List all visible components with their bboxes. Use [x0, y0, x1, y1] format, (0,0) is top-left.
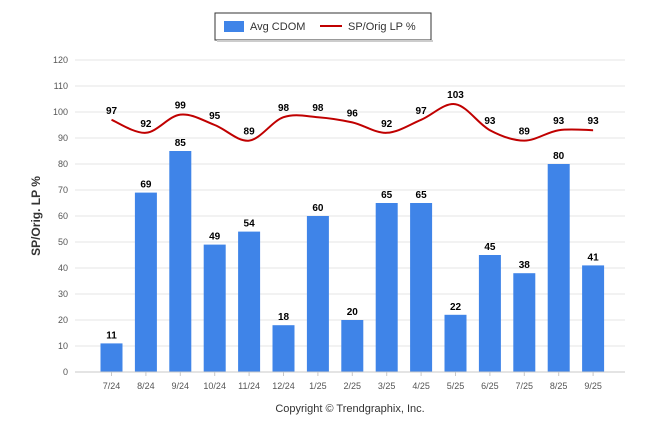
- bar-label-8/24: 69: [140, 180, 152, 191]
- x-tick-label-6/25: 6/25: [481, 381, 499, 391]
- bar-7/25: [513, 273, 536, 372]
- x-tick-label-9/25: 9/25: [584, 381, 602, 391]
- line-label-7/25: 89: [519, 127, 531, 138]
- bar-10/24: [203, 244, 226, 372]
- line-label-9/24: 99: [175, 101, 187, 112]
- bar-label-11/24: 54: [244, 219, 256, 230]
- x-tick-label-4/25: 4/25: [412, 381, 430, 391]
- y-tick-label-50: 50: [58, 237, 68, 247]
- line-label-4/25: 97: [416, 106, 428, 117]
- line-label-8/24: 92: [140, 119, 152, 130]
- x-tick-label-5/25: 5/25: [447, 381, 465, 391]
- bar-label-12/24: 18: [278, 312, 290, 323]
- bar-label-9/25: 41: [588, 252, 600, 263]
- bar-series: [100, 151, 605, 372]
- x-tick-label-9/24: 9/24: [172, 381, 190, 391]
- bar-label-1/25: 60: [312, 203, 324, 214]
- bar-7/24: [100, 343, 123, 372]
- x-tick-label-3/25: 3/25: [378, 381, 396, 391]
- gridlines: [75, 59, 625, 347]
- y-tick-label-70: 70: [58, 185, 68, 195]
- y-tick-label-100: 100: [53, 107, 68, 117]
- x-tick-label-10/24: 10/24: [203, 381, 226, 391]
- y-axis-label: SP/Orig. LP %: [29, 176, 43, 256]
- y-tick-label-40: 40: [58, 263, 68, 273]
- y-tick-label-80: 80: [58, 159, 68, 169]
- x-tick-label-12/24: 12/24: [272, 381, 295, 391]
- line-label-2/25: 96: [347, 108, 359, 119]
- bar-1/25: [306, 216, 329, 372]
- line-label-5/25: 103: [447, 90, 464, 101]
- y-tick-label-30: 30: [58, 289, 68, 299]
- y-tick-label-90: 90: [58, 133, 68, 143]
- bar-5/25: [444, 314, 467, 372]
- bar-label-10/24: 49: [209, 232, 221, 243]
- bar-6/25: [478, 255, 501, 372]
- legend: Avg CDOM SP/Orig LP %: [214, 12, 433, 42]
- line-label-10/24: 95: [209, 111, 221, 122]
- bar-8/25: [547, 164, 570, 372]
- y-tick-label-0: 0: [63, 367, 68, 377]
- bar-label-3/25: 65: [381, 190, 393, 201]
- line-label-11/24: 89: [244, 127, 256, 138]
- bar-label-9/24: 85: [175, 138, 187, 149]
- bar-label-6/25: 45: [484, 242, 496, 253]
- line-label-1/25: 98: [312, 103, 324, 114]
- line-label-6/25: 93: [484, 116, 496, 127]
- bar-9/25: [582, 265, 605, 372]
- x-tick-label-7/25: 7/25: [516, 381, 534, 391]
- x-tick-label-11/24: 11/24: [238, 381, 260, 391]
- x-tick-label-8/25: 8/25: [550, 381, 568, 391]
- y-tick-label-120: 120: [53, 55, 68, 65]
- line-label-8/25: 93: [553, 116, 565, 127]
- copyright-footer: Copyright © Trendgraphix, Inc.: [275, 403, 424, 415]
- bar-2/25: [341, 320, 364, 372]
- y-tick-label-20: 20: [58, 315, 68, 325]
- bar-8/24: [134, 192, 157, 372]
- y-tick-label-110: 110: [54, 81, 68, 91]
- line-label-3/25: 92: [381, 119, 393, 130]
- bar-label-8/25: 80: [553, 151, 565, 162]
- x-tick-label-1/25: 1/25: [309, 381, 327, 391]
- y-tick-label-10: 10: [58, 341, 68, 351]
- bar-data-labels: 11 69 85 49 54 18 60 20 65 65 22 45 38 80 41: [106, 138, 599, 341]
- x-tick-label-7/24: 7/24: [103, 381, 121, 391]
- bar-11/24: [238, 231, 261, 372]
- legend-label-line: SP/Orig LP %: [348, 21, 416, 33]
- line-label-12/24: 98: [278, 103, 290, 114]
- line-label-7/24: 97: [106, 106, 118, 117]
- legend-shadow: [217, 40, 433, 42]
- x-tick-label-2/25: 2/25: [344, 381, 362, 391]
- line-data-labels: 97 92 99 95 89 98 98 96 92 97 103 93 89 93 93: [106, 90, 599, 137]
- legend-label-bar: Avg CDOM: [250, 21, 305, 33]
- bar-4/25: [410, 203, 433, 372]
- line-series: [111, 103, 594, 142]
- x-tick-label-8/24: 8/24: [137, 381, 155, 391]
- bar-12/24: [272, 325, 295, 372]
- legend-swatch-bar: [224, 21, 244, 32]
- y-axis: 0 10 20 30 40 50 60 70 80 90 100 110 120: [53, 55, 68, 377]
- bar-label-5/25: 22: [450, 302, 462, 313]
- bar-label-7/25: 38: [519, 260, 531, 271]
- x-axis: 7/24 8/24 9/24 10/24 11/24 12/24 1/25 2/25 3/25 4…: [103, 372, 602, 391]
- line-label-9/25: 93: [588, 116, 600, 127]
- bar-9/24: [169, 151, 192, 372]
- y-tick-label-60: 60: [58, 211, 68, 221]
- bar-3/25: [375, 203, 398, 372]
- bar-label-7/24: 11: [106, 330, 117, 341]
- bar-label-4/25: 65: [416, 190, 428, 201]
- bar-label-2/25: 20: [347, 307, 359, 318]
